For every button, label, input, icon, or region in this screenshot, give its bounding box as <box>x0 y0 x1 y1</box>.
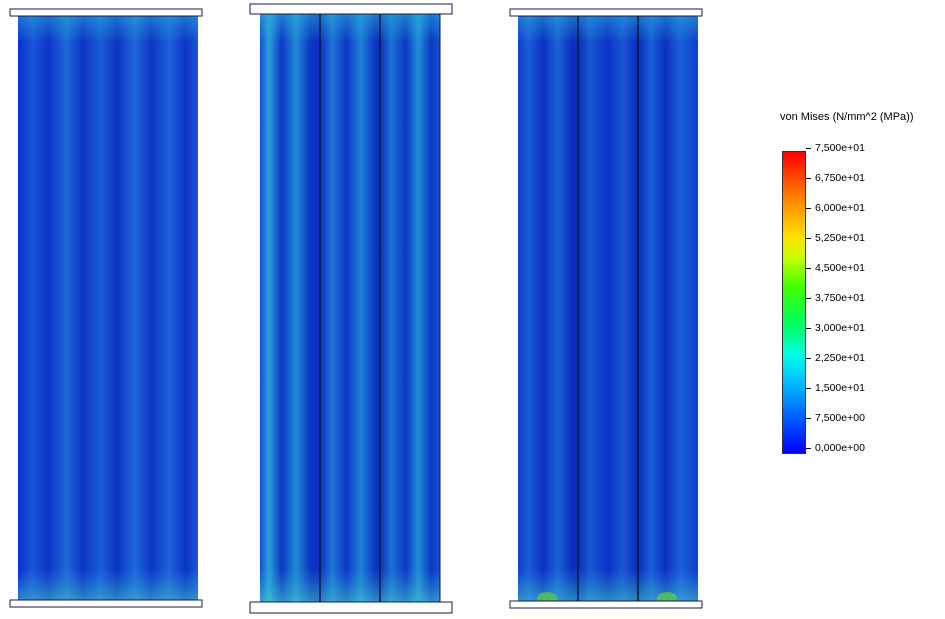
legend-tick <box>806 268 811 269</box>
legend-tick <box>806 418 811 419</box>
legend-tick-label: 7,500e+01 <box>815 142 865 154</box>
legend-tick <box>806 328 811 329</box>
legend-tick-label: 3,750e+01 <box>815 292 865 304</box>
legend-tick-label: 6,750e+01 <box>815 172 865 184</box>
panel-1-plate <box>9 8 203 608</box>
legend-tick-label: 3,000e+01 <box>815 322 865 334</box>
legend-tick-label: 6,000e+01 <box>815 202 865 214</box>
legend-tick-label: 4,500e+01 <box>815 262 865 274</box>
legend-tick <box>806 358 811 359</box>
legend-tick <box>806 178 811 179</box>
panel-3-plate <box>509 8 703 609</box>
legend-tick <box>806 298 811 299</box>
panel-2-plate <box>249 3 453 614</box>
legend-tick-label: 5,250e+01 <box>815 232 865 244</box>
legend-title: von Mises (N/mm^2 (MPa)) <box>780 111 914 123</box>
legend-tick-label: 0,000e+00 <box>815 442 865 454</box>
legend-tick <box>806 238 811 239</box>
legend-tick-label: 1,500e+01 <box>815 382 865 394</box>
legend-colorbar <box>782 151 806 454</box>
legend-tick <box>806 448 811 449</box>
legend-tick <box>806 148 811 149</box>
legend-tick <box>806 208 811 209</box>
legend-tick-label: 2,250e+01 <box>815 352 865 364</box>
legend-tick <box>806 388 811 389</box>
legend-tick-label: 7,500e+00 <box>815 412 865 424</box>
